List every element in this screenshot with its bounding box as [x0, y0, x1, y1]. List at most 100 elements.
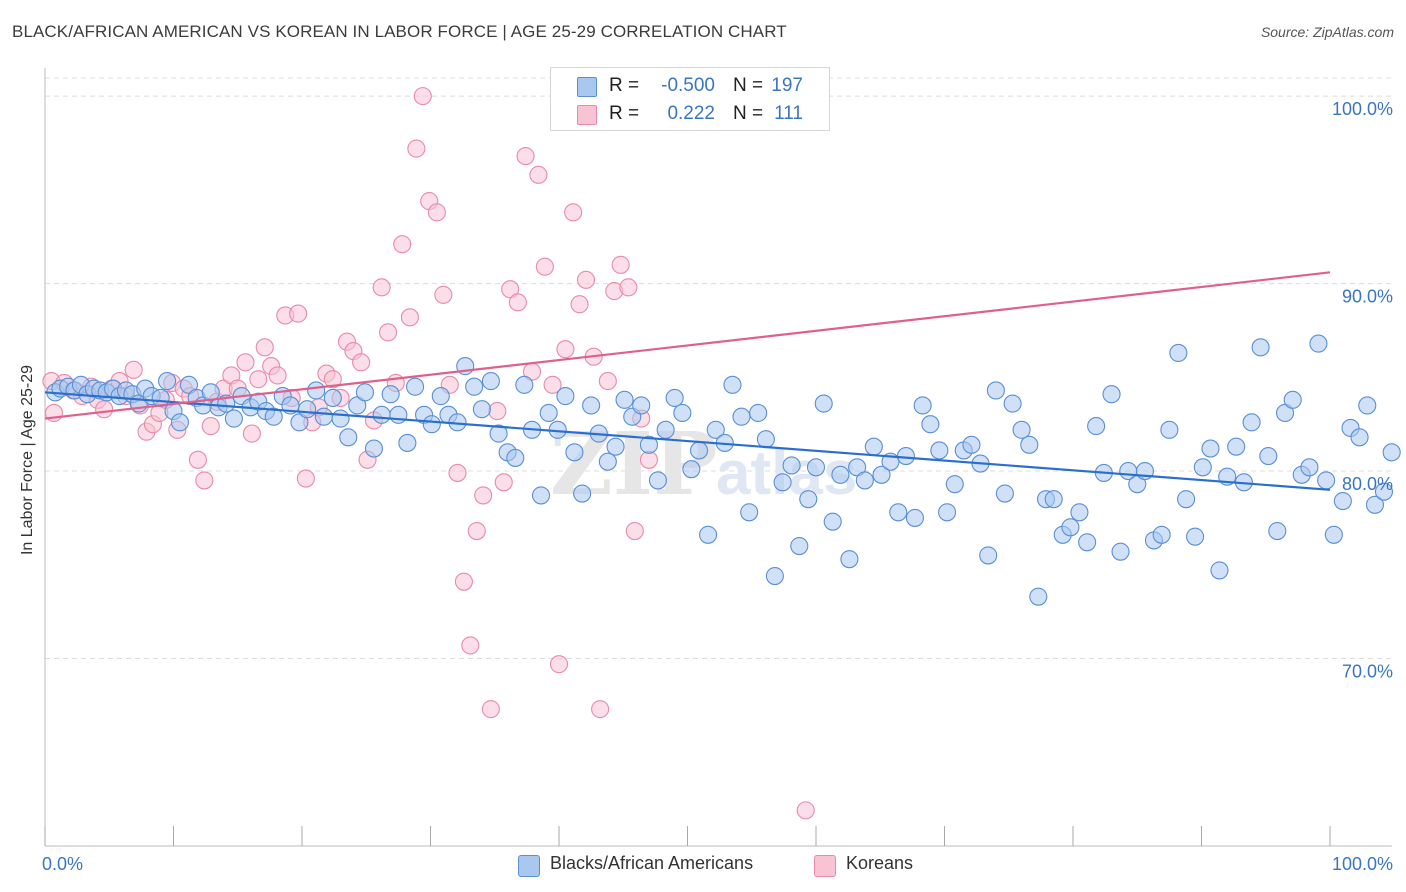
black-point	[896, 447, 916, 466]
korean-point	[598, 372, 617, 391]
korean-trend-line	[44, 271, 1331, 420]
korean-point	[467, 522, 486, 541]
black-point	[1350, 428, 1369, 447]
blue-swatch-icon	[577, 77, 597, 97]
black-point	[422, 415, 441, 434]
black-point	[472, 400, 491, 419]
black-point	[606, 437, 625, 456]
black-point	[665, 388, 684, 407]
black-point	[1309, 334, 1328, 353]
korean-point	[488, 402, 507, 421]
black-point	[1193, 458, 1212, 477]
black-point	[1251, 338, 1270, 357]
korean-point	[543, 375, 562, 394]
korean-point	[296, 469, 315, 488]
black-point	[1177, 490, 1196, 509]
korean-point	[611, 255, 630, 274]
black-point	[615, 390, 634, 409]
black-point	[979, 546, 998, 565]
korean-point	[529, 165, 548, 184]
black-point	[1324, 525, 1343, 544]
black-point	[556, 387, 575, 406]
black-point	[723, 375, 742, 394]
black-point	[298, 400, 317, 419]
black-trend-line	[44, 391, 1331, 491]
black-point	[840, 550, 859, 569]
series-legend: Blacks/African Americans Koreans	[0, 852, 1406, 878]
black-point	[765, 566, 784, 586]
korean-point	[494, 473, 513, 492]
black-point	[790, 536, 809, 556]
black-point	[1283, 390, 1302, 409]
black-point	[855, 471, 874, 490]
black-point	[699, 525, 718, 544]
black-point	[889, 503, 908, 522]
korean-point	[407, 139, 426, 158]
y-tick-label: 70.0%	[1342, 662, 1393, 682]
black-point	[823, 512, 842, 531]
black-point	[1242, 413, 1261, 432]
chart-title: BLACK/AFRICAN AMERICAN VS KOREAN IN LABO…	[12, 22, 787, 41]
black-point	[1003, 394, 1022, 413]
black-point	[1317, 471, 1336, 490]
black-point	[799, 490, 818, 509]
black-point	[732, 407, 751, 426]
y-tick-labels: 70.0% 80.0% 90.0% 100.0%	[1332, 99, 1393, 681]
korean-point	[564, 203, 583, 222]
korean-point	[427, 203, 446, 222]
korean-point	[516, 147, 535, 166]
black-point	[814, 394, 833, 413]
black-point	[806, 458, 826, 477]
legend-row-blacks: R = -0.500 N = 197	[551, 72, 829, 100]
korean-point	[474, 486, 493, 505]
black-point	[1029, 587, 1048, 606]
korean-point	[249, 370, 268, 389]
black-point	[598, 452, 617, 471]
black-point	[756, 430, 775, 449]
black-point	[406, 377, 425, 396]
korean-point	[201, 417, 220, 436]
black-point	[539, 403, 558, 422]
black-point	[465, 377, 484, 396]
korean-point	[195, 471, 214, 490]
korean-point	[289, 304, 308, 323]
black-point	[1358, 396, 1377, 415]
black-point	[1160, 420, 1179, 439]
korean-point	[95, 400, 114, 419]
korean-point	[556, 340, 575, 359]
black-point	[506, 448, 525, 467]
black-point	[656, 420, 675, 439]
korean-point	[352, 353, 371, 372]
black-point	[872, 465, 891, 484]
black-point	[1078, 533, 1097, 552]
korean-point	[188, 450, 207, 469]
black-point	[531, 486, 551, 505]
x-tick-labels: 0.0% 100.0%	[42, 854, 1393, 874]
black-point	[1169, 343, 1188, 363]
black-point	[1152, 525, 1171, 544]
x-tick-label: 100.0%	[1332, 854, 1393, 874]
black-point	[706, 420, 725, 439]
pink-swatch-icon	[577, 105, 597, 125]
black-point	[1186, 527, 1205, 546]
black-point	[573, 484, 592, 503]
black-point	[170, 413, 189, 432]
legend-row-koreans: R = 0.222 N = 111	[551, 100, 829, 128]
black-point	[995, 484, 1014, 503]
black-point	[201, 383, 220, 402]
black-point	[364, 439, 384, 458]
black-point	[938, 503, 957, 522]
stats-legend: R = -0.500 N = 197 R = 0.222 N = 111	[550, 67, 830, 131]
korean-point	[619, 278, 638, 297]
n-label: N =	[733, 75, 764, 96]
korean-point	[448, 463, 467, 482]
korean-point	[268, 366, 287, 385]
source-label: Source: ZipAtlas.com	[1260, 24, 1394, 40]
black-point	[1070, 503, 1089, 522]
legend-label: Koreans	[846, 853, 914, 873]
y-tick-label: 90.0%	[1342, 287, 1393, 307]
korean-point	[454, 572, 473, 591]
black-point	[930, 441, 949, 460]
black-point	[481, 372, 500, 391]
